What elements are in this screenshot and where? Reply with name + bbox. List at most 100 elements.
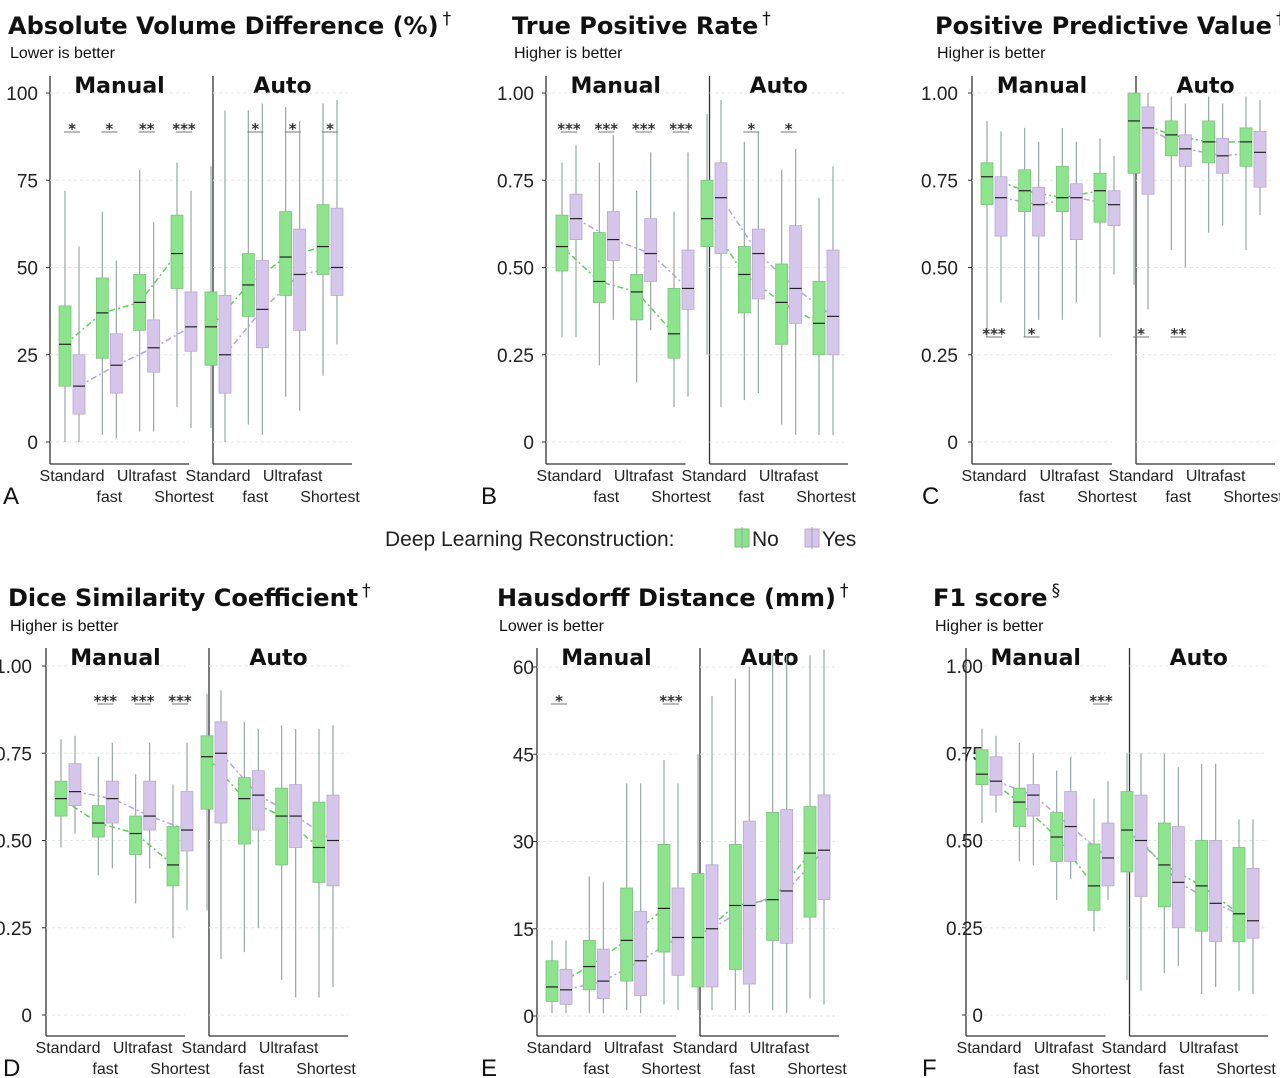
y-tick-label: 45: [513, 745, 534, 766]
y-tick-label: 60: [513, 658, 534, 679]
box-yes: [1141, 93, 1155, 310]
box-yes: [293, 120, 307, 411]
y-tick-label: 0.25: [0, 919, 32, 940]
box-iqr: [681, 249, 695, 310]
box-iqr: [620, 887, 634, 982]
x-tick-label: Standard: [673, 1040, 738, 1057]
box-yes: [184, 190, 198, 429]
box-no: [667, 211, 681, 408]
box-iqr: [1032, 186, 1046, 237]
y-tick-label: 30: [513, 833, 534, 854]
box-no: [1055, 127, 1069, 320]
x-tick-label: Shortest: [787, 1061, 847, 1078]
box-iqr: [751, 228, 765, 300]
box-no: [1127, 92, 1141, 285]
x-tick-label: fast: [238, 1061, 264, 1078]
box-no: [312, 728, 326, 998]
significance-label: ***: [172, 120, 196, 138]
group-label-manual: Manual: [74, 74, 164, 99]
box-iqr: [671, 887, 685, 976]
box-iqr: [180, 791, 194, 852]
x-tick-label: Standard: [182, 1040, 247, 1057]
box-iqr: [1171, 826, 1185, 929]
box-iqr: [1093, 172, 1107, 223]
box-no: [545, 940, 559, 1014]
trend-line-yes: [78, 326, 192, 387]
x-tick-label: Shortest: [296, 1061, 356, 1078]
box-yes: [681, 152, 695, 397]
box-no: [812, 197, 826, 436]
x-tick-label: fast: [1165, 489, 1191, 506]
box-yes: [330, 99, 344, 345]
x-tick-label: Ultrafast: [263, 468, 323, 485]
box-yes: [326, 725, 340, 988]
y-tick-label: 50: [17, 259, 38, 280]
x-tick-label: Ultrafast: [1034, 1040, 1094, 1057]
significance-label: ***: [595, 120, 619, 138]
y-tick-label: 0.75: [0, 744, 32, 765]
x-tick-label: Standard: [186, 468, 251, 485]
y-tick-label: 100: [6, 84, 38, 105]
box-iqr: [596, 948, 610, 999]
chart-subtitle: Lower is better: [499, 618, 605, 635]
box-iqr: [742, 820, 756, 985]
box-yes: [214, 690, 228, 960]
significance-label: ***: [168, 692, 192, 710]
significance-label: *: [785, 120, 793, 138]
box-no: [1050, 770, 1064, 900]
box-iqr: [657, 844, 671, 953]
group-label-manual: Manual: [997, 74, 1087, 99]
box-iqr: [582, 939, 596, 991]
chart-subtitle: Higher is better: [10, 618, 119, 635]
box-no: [803, 655, 817, 999]
box-yes: [1253, 99, 1267, 216]
trend-line-yes: [74, 790, 188, 831]
box-iqr: [780, 809, 794, 944]
box-no: [279, 106, 293, 397]
box-yes: [1026, 753, 1040, 865]
x-tick-label: Standard: [1109, 468, 1174, 485]
panel-d: Dice Similarity Coefficient † Higher is be…: [0, 581, 371, 1078]
box-yes: [742, 667, 756, 1014]
group-label-auto: Auto: [1176, 74, 1234, 99]
box-yes: [826, 166, 840, 436]
title-mark: †: [1276, 9, 1280, 29]
panel-letter: B: [481, 483, 497, 510]
y-tick-label: 1.00: [946, 657, 983, 678]
legend: Deep Learning Reconstruction: No Yes: [385, 527, 856, 551]
significance-label: **: [1170, 325, 1186, 343]
x-tick-label: Standard: [682, 468, 747, 485]
legend-label-no: No: [752, 528, 779, 551]
title-mark: †: [362, 581, 371, 601]
y-tick-label: 0: [27, 433, 38, 454]
x-tick-label: Standard: [40, 468, 105, 485]
box-yes: [72, 246, 86, 442]
y-tick-label: 1.00: [0, 657, 32, 678]
x-tick-label: fast: [92, 1061, 118, 1078]
box-no: [657, 760, 671, 1005]
box-iqr: [569, 193, 583, 240]
significance-label: ***: [982, 325, 1006, 343]
y-tick-label: 0.50: [921, 259, 958, 280]
box-yes: [559, 940, 573, 1014]
box-no: [275, 725, 289, 981]
group-label-auto: Auto: [253, 74, 311, 99]
chart-title: Absolute Volume Difference (%): [8, 12, 439, 40]
box-no: [980, 120, 994, 338]
box-no: [620, 783, 634, 1011]
box-yes: [1032, 141, 1046, 320]
box-no: [766, 655, 780, 1011]
box-iqr: [1012, 787, 1026, 827]
chart-title: True Positive Rate: [512, 12, 758, 40]
box-iqr: [812, 281, 826, 356]
box-iqr: [1178, 134, 1192, 167]
trend-line-no: [60, 797, 174, 866]
y-tick-label: 15: [513, 920, 534, 941]
box-no: [241, 110, 255, 425]
group-label-manual: Manual: [571, 74, 661, 99]
box-iqr: [312, 801, 326, 883]
x-tick-label: Ultrafast: [1186, 468, 1246, 485]
box-yes: [989, 735, 1003, 813]
box-yes: [289, 728, 303, 998]
box-iqr: [545, 960, 559, 1002]
